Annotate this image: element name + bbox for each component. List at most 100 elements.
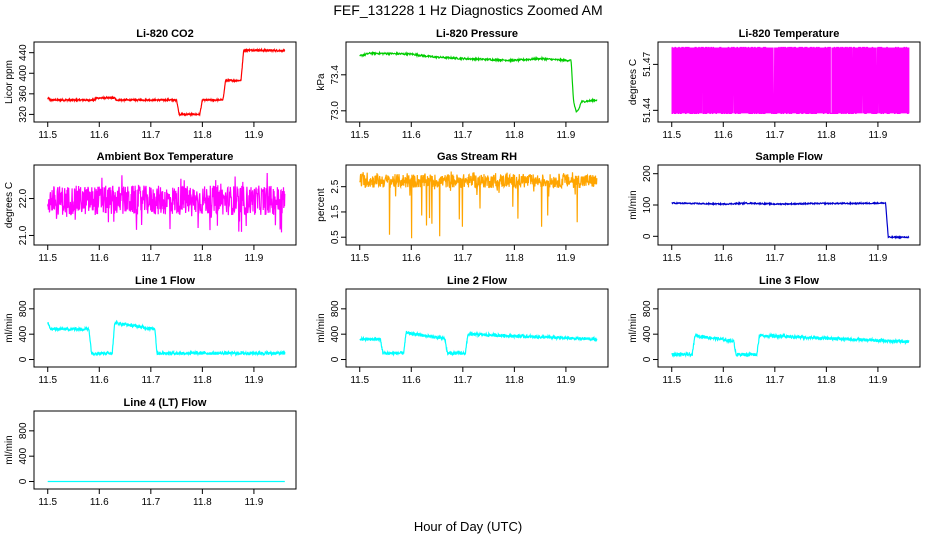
x-tick-label: 11.8 bbox=[505, 375, 524, 386]
y-axis-label: Licor ppm bbox=[4, 60, 15, 104]
x-tick-label: 11.7 bbox=[141, 375, 160, 386]
plot-frame bbox=[33, 164, 297, 246]
y-tick-label: 100 bbox=[642, 196, 653, 213]
panel-title: Line 4 (LT) Flow bbox=[124, 397, 207, 409]
plot-frame bbox=[657, 288, 921, 368]
x-tick-label: 11.9 bbox=[245, 375, 264, 386]
y-axis-label: ml/min bbox=[628, 313, 639, 342]
y-tick-label: 51.44 bbox=[642, 97, 653, 122]
series-line bbox=[671, 332, 910, 358]
plot-frame bbox=[657, 164, 921, 246]
y-tick-label: 800 bbox=[330, 300, 341, 317]
series-line bbox=[359, 171, 598, 239]
x-tick-label: 11.9 bbox=[869, 375, 888, 386]
panel-1: Li-820 Pressure 11.5 11.6 11.7 11.8 11.9 73.0 7… bbox=[316, 28, 609, 141]
series-line bbox=[671, 46, 910, 114]
plot-frame bbox=[345, 164, 609, 246]
panel-title: Li-820 Temperature bbox=[739, 28, 840, 40]
y-tick-label: 0 bbox=[642, 233, 653, 239]
y-tick-label: 800 bbox=[18, 300, 29, 317]
y-axis-label: ml/min bbox=[316, 313, 327, 342]
x-tick-label: 11.9 bbox=[245, 497, 264, 508]
x-tick-label: 11.7 bbox=[765, 130, 784, 141]
x-tick-label: 11.7 bbox=[765, 253, 784, 264]
x-tick-label: 11.8 bbox=[817, 130, 836, 141]
y-tick-label: 800 bbox=[18, 422, 29, 439]
x-tick-label: 11.7 bbox=[141, 253, 160, 264]
x-tick-label: 11.7 bbox=[453, 253, 472, 264]
y-axis-label: kPa bbox=[316, 73, 327, 91]
x-tick-label: 11.6 bbox=[402, 253, 421, 264]
y-tick-label: 440 bbox=[18, 44, 29, 61]
x-tick-label: 11.7 bbox=[141, 497, 160, 508]
y-axis-label: percent bbox=[316, 188, 327, 222]
y-tick-label: 0 bbox=[18, 356, 29, 362]
panel-title: Sample Flow bbox=[755, 151, 823, 163]
x-tick-label: 11.9 bbox=[557, 253, 576, 264]
x-tick-label: 11.6 bbox=[714, 375, 733, 386]
x-tick-label: 11.7 bbox=[453, 130, 472, 141]
panel-title: Li-820 CO2 bbox=[136, 28, 193, 40]
x-tick-label: 11.5 bbox=[350, 375, 369, 386]
x-tick-label: 11.8 bbox=[193, 375, 212, 386]
panels-group: Li-820 CO2 11.5 11.6 11.7 11.8 11.9 320 360 400 4… bbox=[4, 28, 921, 508]
x-tick-label: 11.8 bbox=[505, 253, 524, 264]
x-tick-label: 11.5 bbox=[350, 253, 369, 264]
y-tick-label: 400 bbox=[18, 447, 29, 464]
series-line bbox=[359, 50, 598, 113]
plot-frame bbox=[33, 288, 297, 368]
panel-5: Sample Flow 11.5 11.6 11.7 11.8 11.9 0 100 200ml… bbox=[628, 151, 921, 264]
plot-frame bbox=[33, 410, 297, 490]
panel-6: Line 1 Flow 11.5 11.6 11.7 11.8 11.9 0 400 800ml… bbox=[4, 275, 297, 386]
plot-frame bbox=[657, 41, 921, 123]
panel-4: Gas Stream RH 11.5 11.6 11.7 11.8 11.9 0.5 1.5 2… bbox=[316, 151, 609, 264]
x-tick-label: 11.5 bbox=[662, 130, 681, 141]
x-tick-label: 11.8 bbox=[817, 375, 836, 386]
y-tick-label: 0 bbox=[642, 356, 653, 362]
y-tick-label: 400 bbox=[330, 325, 341, 342]
x-tick-label: 11.5 bbox=[38, 130, 57, 141]
panel-3: Ambient Box Temperature 11.5 11.6 11.7 11.8 1… bbox=[4, 151, 297, 264]
x-tick-label: 11.9 bbox=[245, 130, 264, 141]
y-tick-label: 21.0 bbox=[18, 225, 29, 245]
series-line bbox=[47, 319, 286, 357]
x-tick-label: 11.5 bbox=[38, 375, 57, 386]
x-tick-label: 11.9 bbox=[869, 253, 888, 264]
y-tick-label: 73.4 bbox=[330, 65, 341, 85]
x-tick-label: 11.6 bbox=[714, 130, 733, 141]
x-tick-label: 11.6 bbox=[714, 253, 733, 264]
y-tick-label: 2.5 bbox=[330, 179, 341, 193]
x-tick-label: 11.6 bbox=[90, 497, 109, 508]
plot-frame bbox=[345, 41, 609, 123]
plot-frame bbox=[345, 288, 609, 368]
x-tick-label: 11.6 bbox=[90, 130, 109, 141]
x-tick-label: 11.5 bbox=[38, 497, 57, 508]
panel-title: Li-820 Pressure bbox=[436, 28, 518, 40]
panel-7: Line 2 Flow 11.5 11.6 11.7 11.8 11.9 0 400 800ml… bbox=[316, 275, 609, 386]
panel-title: Line 3 Flow bbox=[759, 275, 819, 287]
series-line bbox=[47, 172, 286, 233]
panel-title: Line 2 Flow bbox=[447, 275, 507, 287]
y-axis-label: degrees C bbox=[628, 59, 639, 105]
y-tick-label: 200 bbox=[642, 165, 653, 182]
x-tick-label: 11.9 bbox=[245, 253, 264, 264]
x-tick-label: 11.8 bbox=[193, 497, 212, 508]
series-line bbox=[671, 200, 910, 240]
y-tick-label: 1.5 bbox=[330, 205, 341, 219]
y-axis-label: degrees C bbox=[4, 182, 15, 228]
y-tick-label: 400 bbox=[642, 325, 653, 342]
x-tick-label: 11.5 bbox=[662, 253, 681, 264]
x-tick-label: 11.9 bbox=[557, 375, 576, 386]
x-tick-label: 11.6 bbox=[90, 375, 109, 386]
y-tick-label: 51.47 bbox=[642, 51, 653, 76]
x-tick-label: 11.8 bbox=[505, 130, 524, 141]
x-tick-label: 11.7 bbox=[141, 130, 160, 141]
x-tick-label: 11.6 bbox=[402, 130, 421, 141]
panel-9: Line 4 (LT) Flow 11.5 11.6 11.7 11.8 11.9 0 400… bbox=[4, 397, 297, 508]
figure-title: FEF_131228 1 Hz Diagnostics Zoomed AM bbox=[333, 2, 602, 18]
x-tick-label: 11.6 bbox=[90, 253, 109, 264]
panel-8: Line 3 Flow 11.5 11.6 11.7 11.8 11.9 0 400 800ml… bbox=[628, 275, 921, 386]
y-axis-label: ml/min bbox=[4, 313, 15, 342]
y-tick-label: 0 bbox=[18, 478, 29, 484]
panel-2: Li-820 Temperature 11.5 11.6 11.7 11.8 11.9 51… bbox=[628, 28, 921, 141]
